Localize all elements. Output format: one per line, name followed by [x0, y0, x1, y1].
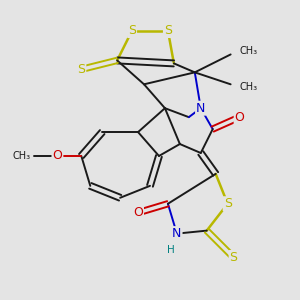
Text: N: N	[196, 102, 206, 115]
Text: S: S	[128, 24, 136, 37]
Text: CH₃: CH₃	[12, 151, 31, 161]
Text: S: S	[164, 24, 172, 37]
Text: CH₃: CH₃	[240, 46, 258, 56]
Text: S: S	[224, 197, 232, 210]
Text: O: O	[133, 206, 143, 219]
Text: S: S	[230, 251, 238, 264]
Text: CH₃: CH₃	[240, 82, 258, 92]
Text: H: H	[167, 245, 175, 255]
Text: S: S	[77, 63, 85, 76]
Text: O: O	[235, 111, 244, 124]
Text: N: N	[172, 227, 182, 240]
Text: O: O	[52, 149, 62, 163]
